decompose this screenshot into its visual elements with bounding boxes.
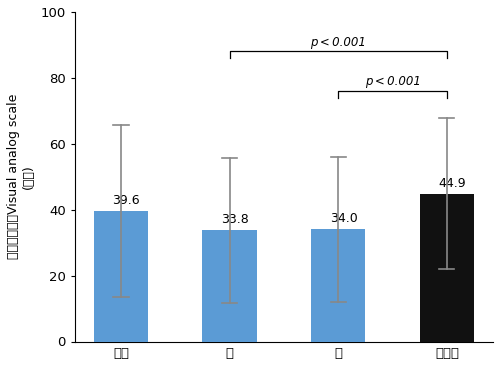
Text: 33.8: 33.8 (221, 213, 249, 226)
Text: p < 0.001: p < 0.001 (364, 75, 420, 88)
Bar (311, 229, 366, 342)
Bar (420, 193, 474, 342)
Text: 39.6: 39.6 (112, 194, 140, 207)
Y-axis label: 手指冷え感のVisual analog scale
(みみ): 手指冷え感のVisual analog scale (みみ) (7, 94, 35, 259)
Text: p < 0.001: p < 0.001 (310, 36, 366, 49)
Text: 44.9: 44.9 (438, 177, 466, 190)
Bar (94, 211, 148, 342)
Text: 34.0: 34.0 (330, 212, 357, 225)
Bar (202, 230, 257, 342)
